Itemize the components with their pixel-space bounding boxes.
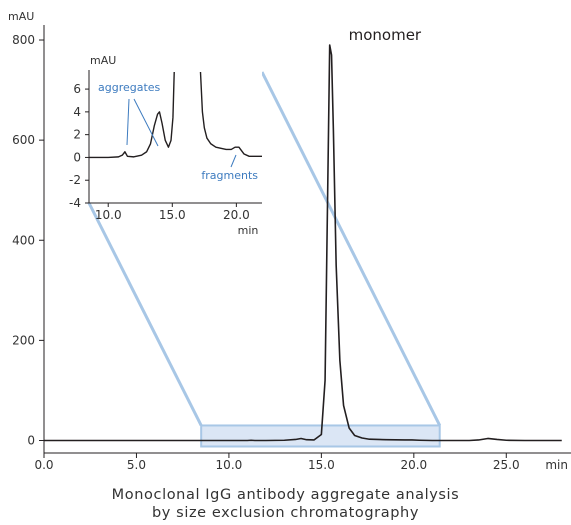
y-axis-unit-label: mAU xyxy=(8,10,34,23)
inset-x-tick-label: 10.0 xyxy=(95,208,122,222)
chart-caption-line-1: Monoclonal IgG antibody aggregate analys… xyxy=(111,487,460,503)
x-tick-label: 5.0 xyxy=(127,458,146,472)
inset-chart: mAU min -4 -2 0 2 4 6 10.0 15.0 20.0 aggregates frag… xyxy=(69,54,262,237)
aggregates-pointer-1 xyxy=(126,98,130,146)
x-axis-unit-label: min xyxy=(545,458,568,472)
inset-y-unit-label: mAU xyxy=(90,54,116,67)
x-tick-label: 0.0 xyxy=(34,458,53,472)
inset-y-tick-label: 6 xyxy=(73,82,81,96)
x-tick-label: 15.0 xyxy=(308,458,335,472)
main-series-line xyxy=(44,44,562,442)
inset-y-tick-label: 0 xyxy=(73,150,81,164)
annotation-aggregates: aggregates xyxy=(98,81,161,94)
main-trace-layer: monomer xyxy=(44,26,562,442)
inset-series-line xyxy=(89,72,262,159)
y-tick-label: 400 xyxy=(12,233,35,247)
inset-y-tick-label: 2 xyxy=(73,128,81,142)
y-tick-label: 200 xyxy=(12,333,35,347)
chromatogram-chart: mAU min 0 200 400 600 800 0.0 5.0 10.0 15.0 20.0 25.… xyxy=(8,10,571,472)
zoom-connector-right xyxy=(260,71,442,427)
chart-caption-line-2: by size exclusion chromatography xyxy=(151,505,420,521)
inset-x-tick-label: 20.0 xyxy=(223,208,250,222)
inset-y-tick-label: -2 xyxy=(69,173,81,187)
x-tick-label: 25.0 xyxy=(493,458,520,472)
inset-background xyxy=(89,72,262,203)
annotation-monomer: monomer xyxy=(349,26,422,44)
y-tick-label: 0 xyxy=(27,433,35,447)
x-tick-label: 20.0 xyxy=(400,458,427,472)
main-axes: mAU min 0 200 400 600 800 0.0 5.0 10.0 15.0 20.0 25.… xyxy=(8,10,571,472)
y-tick-label: 800 xyxy=(12,33,35,47)
inset-x-tick-label: 15.0 xyxy=(159,208,186,222)
zoom-connector-left xyxy=(87,202,203,427)
inset-y-tick-label: -4 xyxy=(69,196,81,210)
inset-x-unit-label: min xyxy=(238,224,259,237)
y-tick-label: 600 xyxy=(12,133,35,147)
x-tick-label: 10.0 xyxy=(216,458,243,472)
annotation-fragments: fragments xyxy=(201,169,258,182)
aggregates-pointer-2 xyxy=(133,98,159,147)
fragments-pointer xyxy=(230,154,237,168)
inset-y-tick-label: 4 xyxy=(73,105,81,119)
